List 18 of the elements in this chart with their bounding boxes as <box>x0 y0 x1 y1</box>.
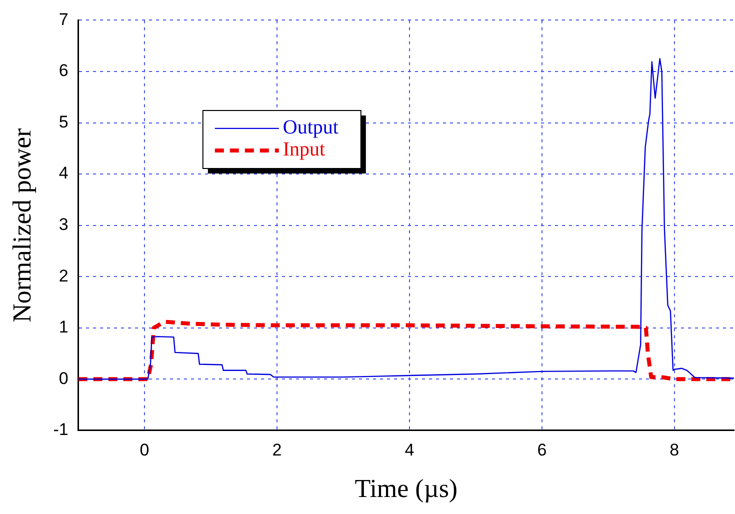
x-tick-label: 0 <box>140 440 150 460</box>
y-tick-label: -1 <box>53 420 68 440</box>
x-tick-label: 8 <box>670 440 680 460</box>
legend-label: Input <box>282 138 326 161</box>
y-tick-label: 4 <box>58 164 68 183</box>
x-tick-label: 6 <box>537 440 547 460</box>
y-tick-label: 5 <box>58 112 68 132</box>
y-tick-label: 3 <box>58 214 68 234</box>
y-axis-title: Normalized power <box>7 128 36 322</box>
legend-label: Output <box>282 116 339 139</box>
x-tick-label: 4 <box>404 440 414 460</box>
y-tick-label: 6 <box>58 61 68 80</box>
y-tick-label: 7 <box>58 10 68 29</box>
y-tick-label: 1 <box>58 318 68 337</box>
y-tick-label: 0 <box>58 368 68 388</box>
x-tick-label: 2 <box>272 440 282 460</box>
x-axis-title: Time (µs) <box>354 474 458 504</box>
y-tick-label: 2 <box>58 266 68 286</box>
